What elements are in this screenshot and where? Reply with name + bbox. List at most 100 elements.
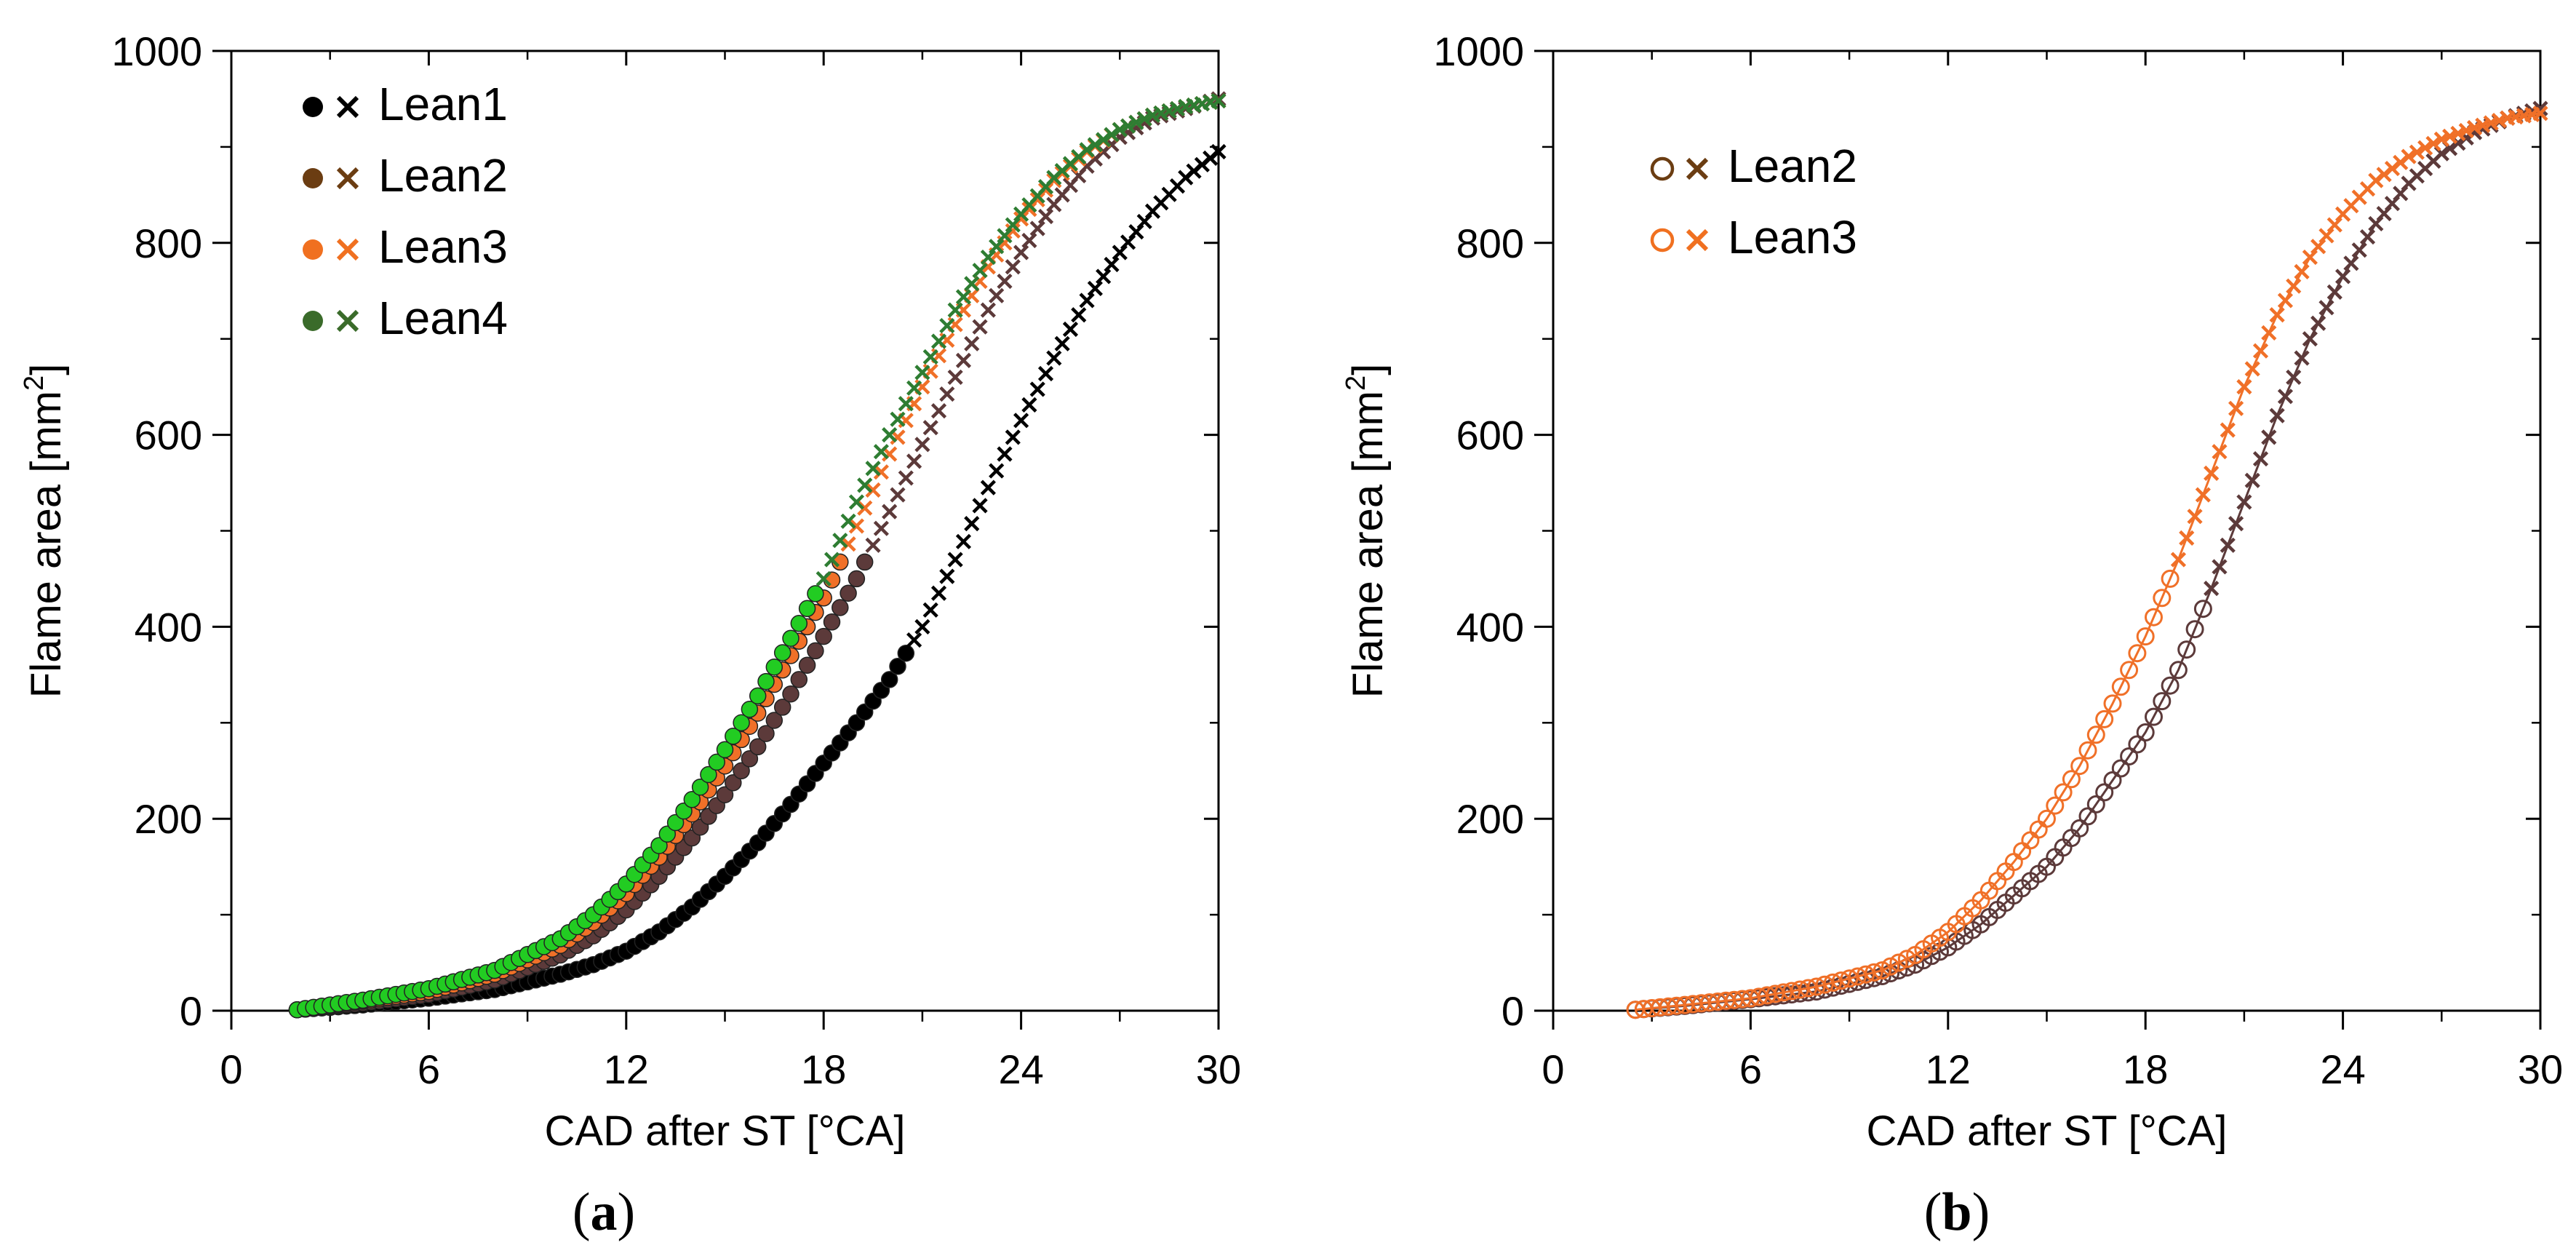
data-point-circle — [2095, 783, 2114, 802]
data-point-circle — [2038, 809, 2056, 828]
legend-marker-cross — [1686, 228, 1709, 252]
legend-item-lean4: Lean4 — [303, 292, 508, 344]
chart-panel-b: 0 200 400 600 800 1000 0 6 12 18 24 30 CAD after ST … — [1341, 28, 2563, 1242]
data-layer — [1626, 100, 2548, 1019]
y-tick-label: 800 — [1456, 220, 1524, 266]
data-point-cross — [989, 463, 1005, 479]
x-tick-label: 30 — [2518, 1046, 2563, 1092]
legend-marker-circle — [1650, 228, 1675, 252]
y-tick-label: 0 — [1502, 988, 1524, 1034]
x-tick-label: 12 — [604, 1046, 649, 1092]
data-point-cross — [2204, 465, 2220, 481]
data-point-circle — [2136, 627, 2155, 646]
data-point-cross — [2401, 148, 2417, 164]
data-point-cross — [1087, 280, 1103, 297]
data-point-cross — [865, 537, 881, 553]
data-layer — [288, 91, 1227, 1019]
panel-label-letter: b — [1942, 1182, 1971, 1242]
x-axis-title: CAD after ST [°CA] — [1867, 1107, 2228, 1155]
data-point-dot — [757, 725, 775, 742]
data-point-cross — [2310, 239, 2326, 255]
data-point-cross — [972, 263, 988, 279]
y-axis-title: Flame area [mm2] — [1341, 364, 1392, 698]
data-point-dot — [691, 778, 709, 796]
data-point-circle — [2086, 725, 2105, 744]
data-point-cross — [1136, 111, 1152, 127]
data-point-dot — [807, 585, 824, 602]
data-point-dot — [798, 600, 816, 618]
data-point-dot — [798, 656, 816, 674]
y-tick-label: 0 — [180, 988, 202, 1034]
data-point-dot — [733, 762, 750, 780]
legend: Lean2 Lean3 — [1650, 140, 1857, 263]
data-point-cross — [1029, 220, 1045, 236]
data-point-cross — [2442, 128, 2458, 144]
data-point-cross — [1054, 335, 1070, 351]
data-point-cross — [989, 239, 1005, 255]
data-point-cross — [2170, 552, 2187, 568]
data-point-cross — [840, 513, 856, 529]
data-point-cross — [964, 516, 980, 532]
data-point-cross — [930, 403, 947, 419]
y-tick-label: 1000 — [1433, 28, 1524, 74]
data-point-cross — [890, 487, 906, 503]
legend-marker-dot — [303, 239, 323, 260]
data-point-cross — [930, 333, 947, 349]
data-point-cross — [848, 494, 865, 510]
data-point-cross — [1005, 223, 1021, 239]
data-point-cross — [890, 411, 906, 427]
data-point-cross — [914, 437, 930, 453]
data-point-cross — [906, 453, 922, 469]
data-point-circle — [1873, 961, 1891, 980]
data-point-cross — [2269, 407, 2285, 423]
x-tick-label: 18 — [2123, 1046, 2168, 1092]
data-point-cross — [873, 520, 889, 536]
series-lean4 — [288, 92, 1227, 1019]
data-point-cross — [2326, 217, 2342, 233]
legend-marker-cross — [1686, 157, 1709, 180]
data-point-circle — [2054, 783, 2073, 802]
y-axis-title-superscript: 2 — [1341, 375, 1371, 391]
data-point-cross — [2187, 509, 2203, 525]
data-point-cross — [955, 352, 972, 368]
data-point-cross — [1013, 413, 1029, 429]
panel-label-open: ( — [1924, 1182, 1942, 1242]
data-point-cross — [980, 480, 996, 496]
data-point-cross — [2204, 581, 2220, 597]
data-point-circle — [2086, 795, 2105, 814]
data-point-cross — [972, 319, 988, 335]
data-point-cross — [1211, 92, 1227, 109]
data-point-cross — [848, 518, 865, 534]
legend-item-lean2: Lean2 — [303, 149, 508, 202]
data-point-cross — [906, 632, 922, 648]
data-point-circle — [2103, 771, 2122, 789]
data-point-circle — [2111, 759, 2130, 778]
data-point-cross — [997, 446, 1013, 462]
data-point-circle — [2103, 694, 2122, 713]
data-point-circle — [2169, 661, 2188, 680]
data-point-cross — [922, 349, 938, 365]
data-point-circle — [2161, 676, 2180, 695]
data-point-dot — [675, 802, 693, 820]
data-point-cross — [980, 249, 996, 266]
data-point-cross — [939, 386, 955, 402]
data-point-cross — [1096, 268, 1112, 285]
data-point-cross — [2195, 487, 2211, 503]
data-point-circle — [2120, 661, 2139, 680]
x-tick-label: 18 — [801, 1046, 846, 1092]
x-axis-title: CAD after ST [°CA] — [545, 1107, 906, 1155]
data-point-cross — [2310, 315, 2326, 331]
legend-marker-dot — [303, 168, 323, 188]
data-point-cross — [2236, 379, 2252, 395]
data-point-dot — [790, 615, 808, 632]
data-point-circle — [2095, 709, 2114, 728]
panel-label: (b) — [1924, 1182, 1990, 1242]
data-point-cross — [947, 302, 963, 318]
data-point-cross — [2220, 422, 2236, 438]
y-tick-label: 200 — [135, 796, 202, 842]
data-point-cross — [1029, 381, 1045, 397]
data-point-circle — [2185, 620, 2204, 639]
data-point-circle — [2193, 600, 2212, 618]
series-lean1 — [288, 143, 1227, 1019]
data-point-cross — [1071, 307, 1087, 323]
